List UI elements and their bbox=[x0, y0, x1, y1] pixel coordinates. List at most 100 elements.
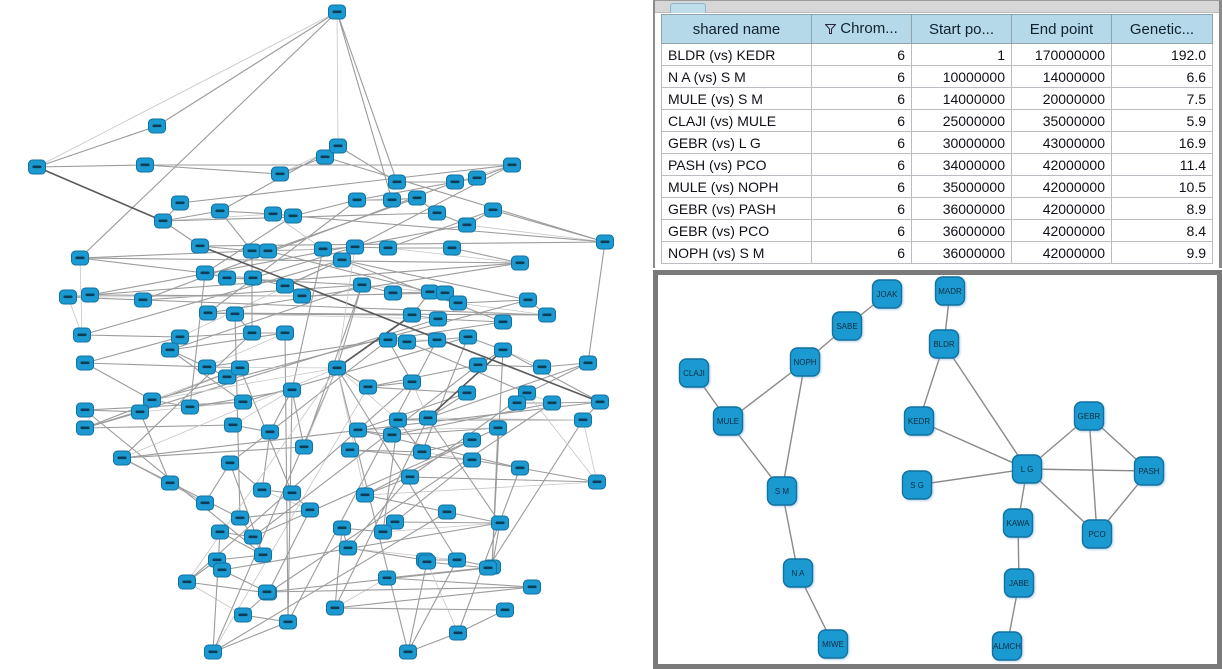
overview-node[interactable] bbox=[254, 547, 272, 563]
overview-node[interactable] bbox=[226, 306, 244, 322]
overview-node[interactable] bbox=[161, 342, 179, 358]
table-row[interactable]: BLDR (vs) KEDR 6 1 170000000 192.0 bbox=[661, 43, 1213, 66]
cell-genetic[interactable]: 8.9 bbox=[1111, 197, 1213, 220]
overview-node[interactable] bbox=[211, 524, 229, 540]
table-panel-tab[interactable] bbox=[670, 3, 706, 13]
overview-node[interactable] bbox=[413, 444, 431, 460]
overview-node[interactable] bbox=[148, 118, 166, 134]
overview-node[interactable] bbox=[399, 644, 417, 660]
overview-node[interactable] bbox=[259, 243, 277, 259]
overview-node[interactable] bbox=[468, 170, 486, 186]
overview-node[interactable] bbox=[134, 292, 152, 308]
detail-node-ALMCH[interactable]: ALMCH bbox=[991, 631, 1023, 661]
overview-node[interactable] bbox=[283, 485, 301, 501]
cell-start-point[interactable]: 30000000 bbox=[911, 131, 1012, 154]
detail-node-BLDR[interactable]: BLDR bbox=[928, 329, 960, 359]
overview-node[interactable] bbox=[428, 205, 446, 221]
cell-chromosome[interactable]: 6 bbox=[811, 131, 912, 154]
overview-node[interactable] bbox=[401, 469, 419, 485]
detail-node-N A[interactable]: N A bbox=[782, 558, 814, 588]
overview-node[interactable] bbox=[191, 238, 209, 254]
overview-node[interactable] bbox=[511, 255, 529, 271]
detail-node-JOAK[interactable]: JOAK bbox=[871, 279, 903, 309]
table-row[interactable]: GEBR (vs) PASH 6 36000000 42000000 8.9 bbox=[661, 197, 1213, 220]
overview-node[interactable] bbox=[353, 277, 371, 293]
cell-start-point[interactable]: 1 bbox=[911, 43, 1012, 66]
overview-node[interactable] bbox=[171, 195, 189, 211]
overview-node[interactable] bbox=[436, 285, 454, 301]
overview-node[interactable] bbox=[383, 192, 401, 208]
overview-node[interactable] bbox=[484, 202, 502, 218]
detail-node-MULE[interactable]: MULE bbox=[712, 406, 744, 436]
overview-node[interactable] bbox=[243, 243, 261, 259]
overview-node[interactable] bbox=[523, 579, 541, 595]
detail-node-NOPH[interactable]: NOPH bbox=[789, 347, 821, 377]
overview-node[interactable] bbox=[213, 562, 231, 578]
overview-node[interactable] bbox=[196, 495, 214, 511]
overview-node[interactable] bbox=[511, 460, 529, 476]
overview-node[interactable] bbox=[459, 329, 477, 345]
table-row[interactable]: MULE (vs) S M 6 14000000 20000000 7.5 bbox=[661, 87, 1213, 110]
overview-node[interactable] bbox=[136, 157, 154, 173]
cell-shared-name[interactable]: N A (vs) S M bbox=[661, 65, 812, 88]
overview-node[interactable] bbox=[199, 305, 217, 321]
overview-node[interactable] bbox=[231, 360, 249, 376]
overview-node[interactable] bbox=[76, 355, 94, 371]
cell-shared-name[interactable]: CLAJI (vs) MULE bbox=[661, 109, 812, 132]
overview-node[interactable] bbox=[59, 289, 77, 305]
overview-node[interactable] bbox=[261, 424, 279, 440]
overview-node[interactable] bbox=[224, 417, 242, 433]
overview-node[interactable] bbox=[326, 600, 344, 616]
cell-start-point[interactable]: 35000000 bbox=[911, 175, 1012, 198]
overview-node[interactable] bbox=[293, 288, 311, 304]
overview-node[interactable] bbox=[264, 206, 282, 222]
overview-node[interactable] bbox=[428, 332, 446, 348]
table-row[interactable]: N A (vs) S M 6 10000000 14000000 6.6 bbox=[661, 65, 1213, 88]
cell-shared-name[interactable]: MULE (vs) NOPH bbox=[661, 175, 812, 198]
overview-node[interactable] bbox=[421, 284, 439, 300]
overview-node[interactable] bbox=[443, 240, 461, 256]
table-row[interactable]: PASH (vs) PCO 6 34000000 42000000 11.4 bbox=[661, 153, 1213, 176]
cell-end-point[interactable]: 14000000 bbox=[1011, 65, 1112, 88]
overview-node[interactable] bbox=[333, 252, 351, 268]
filter-icon[interactable] bbox=[824, 21, 837, 38]
overview-node[interactable] bbox=[221, 455, 239, 471]
table-row[interactable]: NOPH (vs) S M 6 36000000 42000000 9.9 bbox=[661, 241, 1213, 264]
overview-node[interactable] bbox=[204, 644, 222, 660]
overview-node[interactable] bbox=[243, 325, 261, 341]
overview-node[interactable] bbox=[113, 450, 131, 466]
cell-shared-name[interactable]: BLDR (vs) KEDR bbox=[661, 43, 812, 66]
table-row[interactable]: GEBR (vs) PCO 6 36000000 42000000 8.4 bbox=[661, 219, 1213, 242]
overview-node[interactable] bbox=[218, 369, 236, 385]
cell-chromosome[interactable]: 6 bbox=[811, 153, 912, 176]
table-row[interactable]: GEBR (vs) L G 6 30000000 43000000 16.9 bbox=[661, 131, 1213, 154]
overview-node[interactable] bbox=[378, 570, 396, 586]
overview-node[interactable] bbox=[419, 410, 437, 426]
cell-chromosome[interactable]: 6 bbox=[811, 219, 912, 242]
overview-node[interactable] bbox=[438, 504, 456, 520]
overview-node[interactable] bbox=[244, 270, 262, 286]
overview-node[interactable] bbox=[218, 270, 236, 286]
cell-chromosome[interactable]: 6 bbox=[811, 65, 912, 88]
cell-genetic[interactable]: 7.5 bbox=[1111, 87, 1213, 110]
cell-genetic[interactable]: 6.6 bbox=[1111, 65, 1213, 88]
overview-node[interactable] bbox=[314, 241, 332, 257]
cell-shared-name[interactable]: GEBR (vs) PASH bbox=[661, 197, 812, 220]
overview-node[interactable] bbox=[349, 422, 367, 438]
cell-start-point[interactable]: 10000000 bbox=[911, 65, 1012, 88]
overview-node[interactable] bbox=[258, 584, 276, 600]
overview-node[interactable] bbox=[448, 552, 466, 568]
cell-genetic[interactable]: 16.9 bbox=[1111, 131, 1213, 154]
overview-node[interactable] bbox=[418, 554, 436, 570]
cell-end-point[interactable]: 42000000 bbox=[1011, 197, 1112, 220]
cell-shared-name[interactable]: NOPH (vs) S M bbox=[661, 241, 812, 264]
overview-node[interactable] bbox=[279, 614, 297, 630]
detail-node-S M[interactable]: S M bbox=[766, 476, 798, 506]
overview-node[interactable] bbox=[389, 412, 407, 428]
overview-node[interactable] bbox=[374, 524, 392, 540]
cell-genetic[interactable]: 192.0 bbox=[1111, 43, 1213, 66]
cell-shared-name[interactable]: PASH (vs) PCO bbox=[661, 153, 812, 176]
overview-node[interactable] bbox=[71, 250, 89, 266]
cell-chromosome[interactable]: 6 bbox=[811, 109, 912, 132]
cell-chromosome[interactable]: 6 bbox=[811, 87, 912, 110]
